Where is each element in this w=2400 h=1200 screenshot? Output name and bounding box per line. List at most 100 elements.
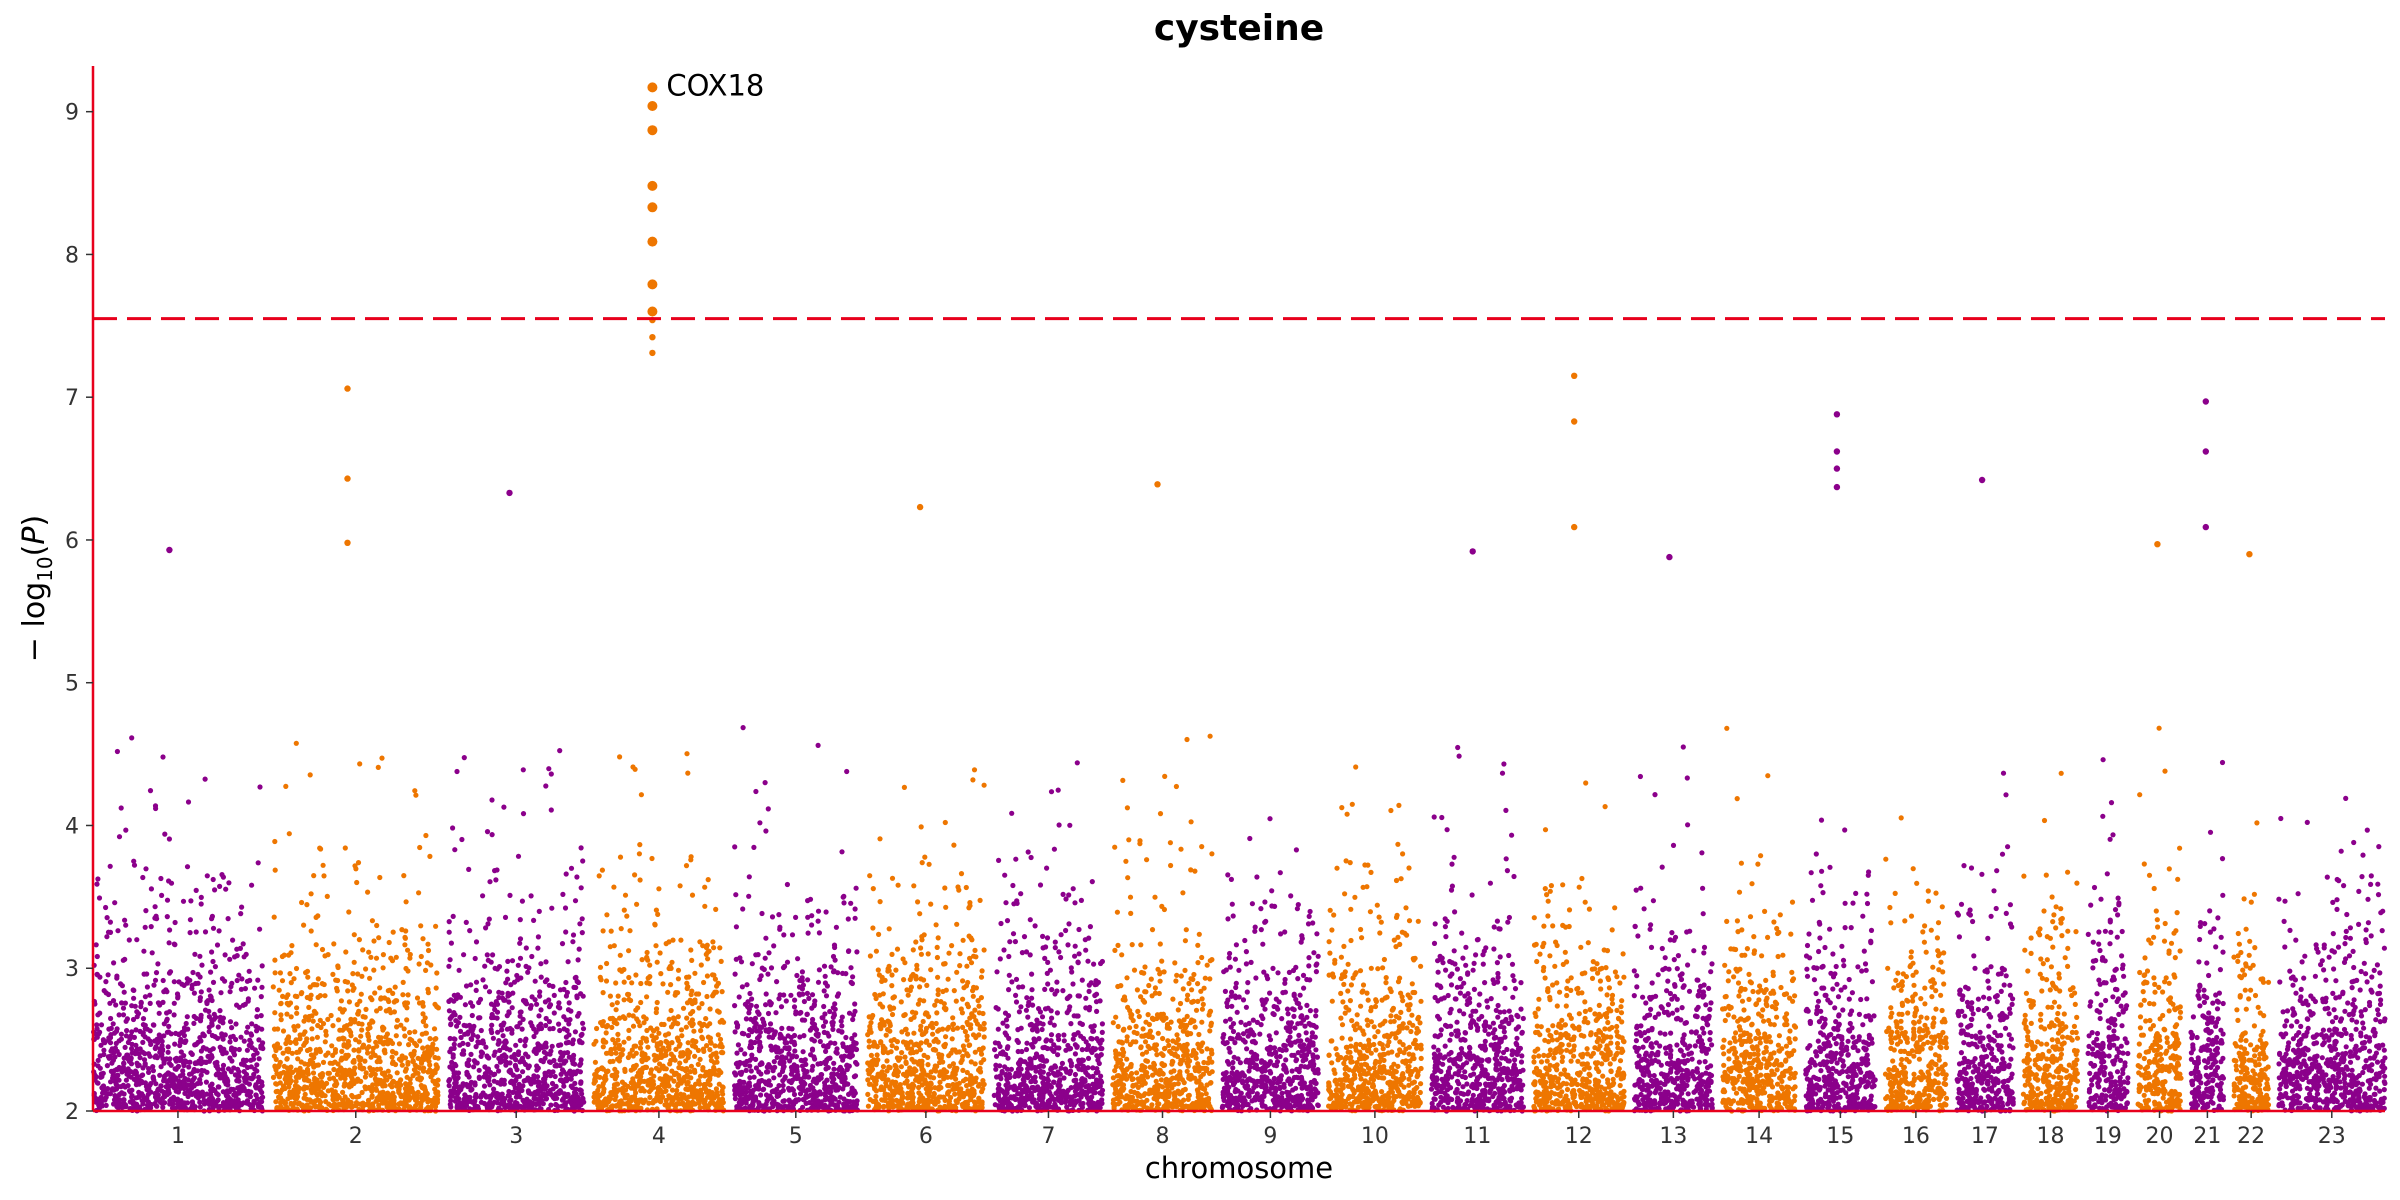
snp-point bbox=[646, 1079, 652, 1085]
snp-point bbox=[207, 1047, 214, 1053]
snp-point bbox=[625, 1054, 632, 1061]
snp-point bbox=[508, 982, 514, 988]
snp-point bbox=[175, 995, 181, 1001]
snp-point bbox=[461, 1022, 467, 1028]
snp-point bbox=[270, 1074, 277, 1080]
snp-point bbox=[365, 1097, 372, 1103]
snp-point bbox=[668, 982, 674, 988]
snp-point bbox=[653, 943, 659, 949]
snp-point bbox=[285, 1035, 291, 1041]
snp-point bbox=[699, 1034, 705, 1040]
snp-point bbox=[488, 959, 494, 965]
snp-point bbox=[532, 978, 538, 984]
snp-point bbox=[122, 1000, 128, 1006]
snp-point bbox=[177, 1085, 184, 1091]
snp-point bbox=[275, 1026, 281, 1032]
snp-point bbox=[640, 1035, 646, 1041]
snp-point bbox=[714, 1090, 720, 1096]
snp-point bbox=[309, 1013, 315, 1019]
snp-point bbox=[805, 914, 811, 920]
snp-point bbox=[685, 770, 691, 776]
snp-point bbox=[351, 1047, 357, 1053]
snp-point bbox=[104, 915, 110, 921]
snp-point bbox=[405, 947, 411, 953]
snp-point bbox=[240, 1057, 247, 1063]
snp-point bbox=[393, 954, 399, 960]
snp-point bbox=[755, 952, 761, 958]
snp-point bbox=[239, 904, 245, 910]
snp-point bbox=[707, 1068, 713, 1074]
snp-point bbox=[501, 997, 507, 1003]
snp-point bbox=[557, 1057, 563, 1063]
snp-point bbox=[693, 1081, 699, 1087]
snp-point bbox=[684, 985, 690, 992]
snp-point bbox=[191, 1075, 197, 1081]
snp-point bbox=[425, 986, 431, 992]
snp-point bbox=[562, 1058, 568, 1064]
snp-point bbox=[455, 992, 461, 998]
snp-point bbox=[356, 937, 362, 943]
snp-point bbox=[193, 887, 199, 894]
snp-point bbox=[259, 984, 265, 990]
snp-point bbox=[286, 831, 292, 837]
snp-point bbox=[140, 1093, 146, 1099]
snp-point bbox=[292, 993, 298, 999]
snp-point bbox=[820, 1104, 826, 1110]
snp-point bbox=[743, 1100, 749, 1106]
snp-point bbox=[161, 1060, 167, 1066]
snp-point bbox=[907, 976, 913, 983]
snp-point bbox=[130, 1016, 137, 1023]
snp-point bbox=[791, 1004, 798, 1010]
snp-point bbox=[454, 1102, 460, 1108]
snp-point bbox=[340, 1027, 346, 1033]
snp-point bbox=[620, 1085, 626, 1091]
snp-point bbox=[166, 940, 172, 946]
snp-point bbox=[470, 1003, 476, 1009]
snp-point bbox=[732, 971, 738, 977]
snp-point bbox=[574, 874, 580, 880]
snp-point bbox=[736, 1061, 743, 1067]
snp-point bbox=[331, 941, 337, 947]
snp-point bbox=[116, 1012, 122, 1018]
snp-point bbox=[845, 1045, 851, 1051]
snp-point bbox=[889, 972, 895, 978]
snp-point bbox=[288, 980, 294, 986]
snp-point bbox=[851, 1039, 857, 1045]
snp-point bbox=[804, 1087, 811, 1093]
snp-point bbox=[402, 1000, 408, 1006]
snp-point bbox=[548, 1102, 554, 1108]
snp-point bbox=[236, 1004, 242, 1010]
snp-point bbox=[849, 1087, 855, 1093]
snp-point bbox=[142, 1062, 148, 1068]
snp-point bbox=[563, 1076, 569, 1082]
snp-point bbox=[930, 1031, 936, 1037]
snp-point bbox=[472, 955, 478, 962]
snp-point bbox=[958, 871, 965, 877]
snp-point bbox=[400, 979, 406, 986]
snp-point bbox=[802, 1057, 808, 1063]
snp-point bbox=[536, 908, 542, 915]
snp-point bbox=[141, 1057, 148, 1063]
snp-point bbox=[868, 1052, 875, 1058]
snp-point bbox=[156, 1010, 162, 1016]
snp-point bbox=[740, 725, 746, 731]
snp-point bbox=[380, 952, 386, 958]
snp-point bbox=[809, 992, 816, 998]
snp-point bbox=[697, 939, 703, 945]
snp-point bbox=[763, 1002, 769, 1008]
snp-point bbox=[608, 928, 614, 934]
snp-point bbox=[702, 1073, 708, 1079]
snp-point bbox=[503, 1038, 509, 1044]
snp-point bbox=[749, 1040, 755, 1046]
snp-point bbox=[448, 1046, 454, 1052]
snp-point bbox=[155, 961, 161, 967]
snp-point bbox=[356, 1008, 362, 1015]
snp-point bbox=[753, 1003, 760, 1009]
snp-point bbox=[304, 902, 310, 908]
snp-point bbox=[517, 955, 524, 961]
snp-point bbox=[358, 991, 364, 997]
snp-point bbox=[883, 1032, 889, 1038]
snp-point bbox=[131, 858, 137, 864]
snp-point bbox=[446, 1008, 452, 1014]
snp-point bbox=[632, 766, 638, 772]
